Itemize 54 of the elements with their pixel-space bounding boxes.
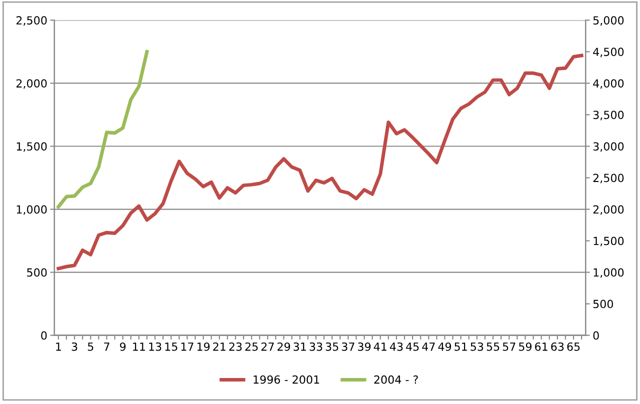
- y2-tick-label: 4,500: [593, 48, 624, 58]
- x-tick-label: 55: [486, 342, 500, 351]
- x-tick-label: 11: [133, 342, 145, 351]
- x-tick-label: 35: [326, 342, 338, 351]
- x-tick-label: 37: [342, 342, 354, 351]
- x-tick-label: 53: [470, 342, 484, 351]
- y-tick-label: 2,000: [16, 79, 47, 89]
- x-tick-label: 5: [88, 342, 94, 351]
- y2-tick-label: 5,000: [593, 16, 624, 26]
- x-tick-label: 51: [454, 342, 467, 351]
- y2-tick-label: 500: [593, 300, 614, 308]
- x-tick-label: 17: [181, 342, 194, 351]
- legend-label: 1996 - 2001: [254, 375, 320, 384]
- y2-tick-label: 2,500: [593, 174, 624, 184]
- legend-label: 2004 - ?: [374, 375, 418, 384]
- x-tick-label: 41: [374, 342, 386, 351]
- x-tick-label: 31: [294, 342, 306, 351]
- y-tick-label: 500: [27, 268, 47, 277]
- x-tick-label: 59: [519, 342, 532, 351]
- y-tick-label: 1,500: [16, 142, 47, 152]
- x-tick-label: 3: [72, 342, 78, 351]
- y-tick-label: 2,500: [16, 16, 47, 26]
- y2-tick-label: 4,000: [593, 79, 624, 89]
- x-tick-label: 49: [438, 342, 452, 351]
- y2-tick-label: 0: [593, 331, 599, 340]
- x-tick-label: 57: [502, 342, 516, 351]
- x-tick-label: 43: [390, 342, 403, 351]
- y-tick-label: 1,000: [16, 205, 47, 215]
- x-tick-label: 61: [535, 342, 548, 351]
- x-tick-label: 23: [229, 342, 242, 351]
- x-tick-label: 9: [120, 342, 126, 351]
- x-tick-label: 63: [551, 342, 564, 351]
- y2-tick-label: 3,500: [593, 110, 624, 120]
- x-tick-label: 45: [406, 342, 419, 351]
- x-tick-label: 7: [104, 342, 110, 351]
- y2-tick-label: 3,000: [593, 142, 624, 152]
- x-tick-label: 47: [422, 342, 435, 351]
- x-tick-label: 39: [358, 342, 371, 351]
- y2-tick-label: 2,000: [593, 205, 624, 215]
- x-tick-label: 33: [310, 342, 322, 351]
- x-tick-label: 27: [261, 342, 274, 351]
- y2-tick-label: 1,000: [594, 268, 624, 278]
- x-tick-label: 65: [567, 342, 580, 351]
- line-series: [56, 54, 584, 270]
- y-tick-label: 0: [41, 331, 47, 340]
- x-tick-label: 21: [213, 342, 226, 351]
- y2-tick-label: 1,500: [594, 236, 624, 246]
- x-tick-label: 25: [245, 342, 258, 351]
- x-tick-label: 1: [56, 342, 61, 351]
- x-tick-label: 13: [149, 342, 162, 351]
- x-tick-label: 15: [165, 342, 178, 351]
- x-tick-label: 29: [278, 342, 290, 351]
- line-series: [56, 50, 149, 208]
- x-tick-label: 19: [197, 342, 210, 351]
